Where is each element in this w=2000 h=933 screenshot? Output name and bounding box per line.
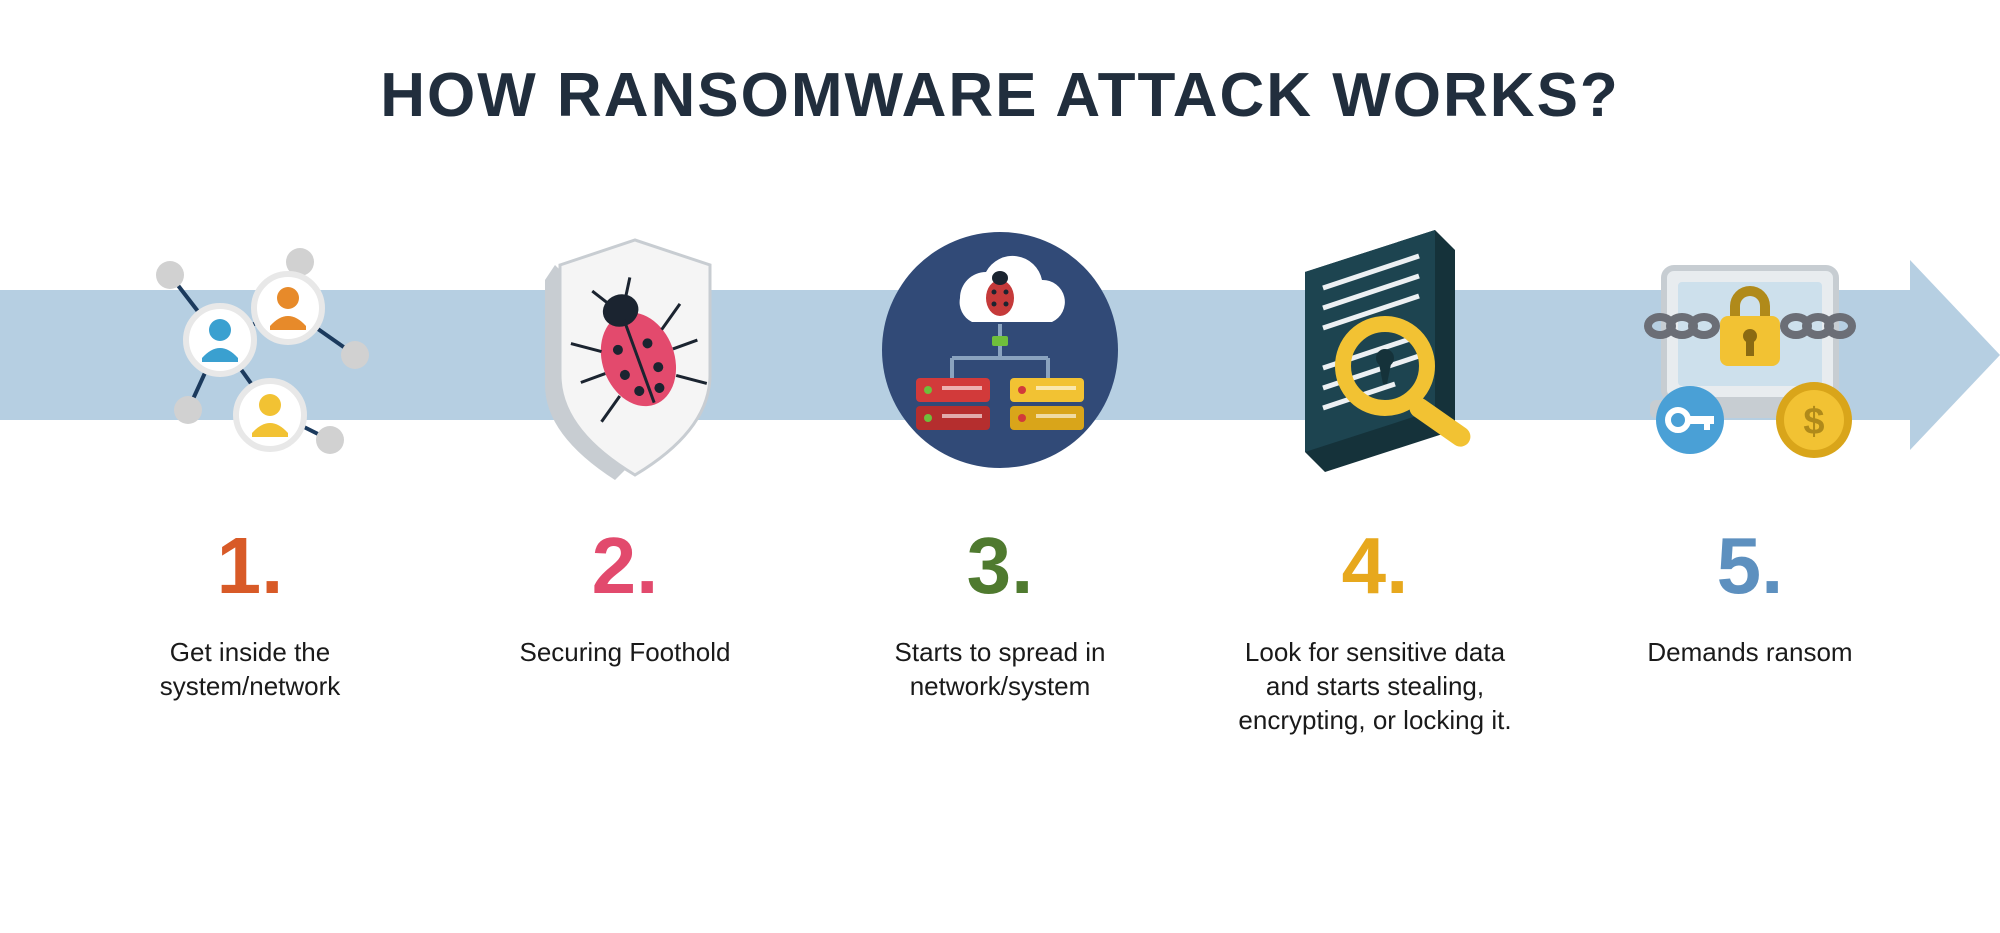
step-number: 5. [1717,520,1784,612]
step-description: Look for sensitive data and starts steal… [1225,636,1525,737]
svg-text:$: $ [1803,401,1824,443]
step-5: $ 5. Demands ransom [1600,210,1900,737]
network-icon [120,210,380,490]
step-3: 3. Starts to spread in network/system [850,210,1150,737]
infographic-title: HOW RANSOMWARE ATTACK WORKS? [0,60,2000,131]
ransom-lock-icon: $ [1620,210,1880,490]
cloud-servers-icon [870,210,1130,490]
step-description: Starts to spread in network/system [850,636,1150,704]
step-description: Demands ransom [1647,636,1852,670]
step-1: 1. Get inside the system/network [100,210,400,737]
step-number: 2. [592,520,659,612]
step-description: Get inside the system/network [100,636,400,704]
shield-bug-icon [495,210,755,490]
document-search-icon [1245,210,1505,490]
step-number: 1. [217,520,284,612]
step-number: 4. [1342,520,1409,612]
step-2: 2. Securing Foothold [475,210,775,737]
step-number: 3. [967,520,1034,612]
steps-row: 1. Get inside the system/network [100,210,1900,737]
step-4: 4. Look for sensitive data and starts st… [1225,210,1525,737]
step-description: Securing Foothold [519,636,730,670]
